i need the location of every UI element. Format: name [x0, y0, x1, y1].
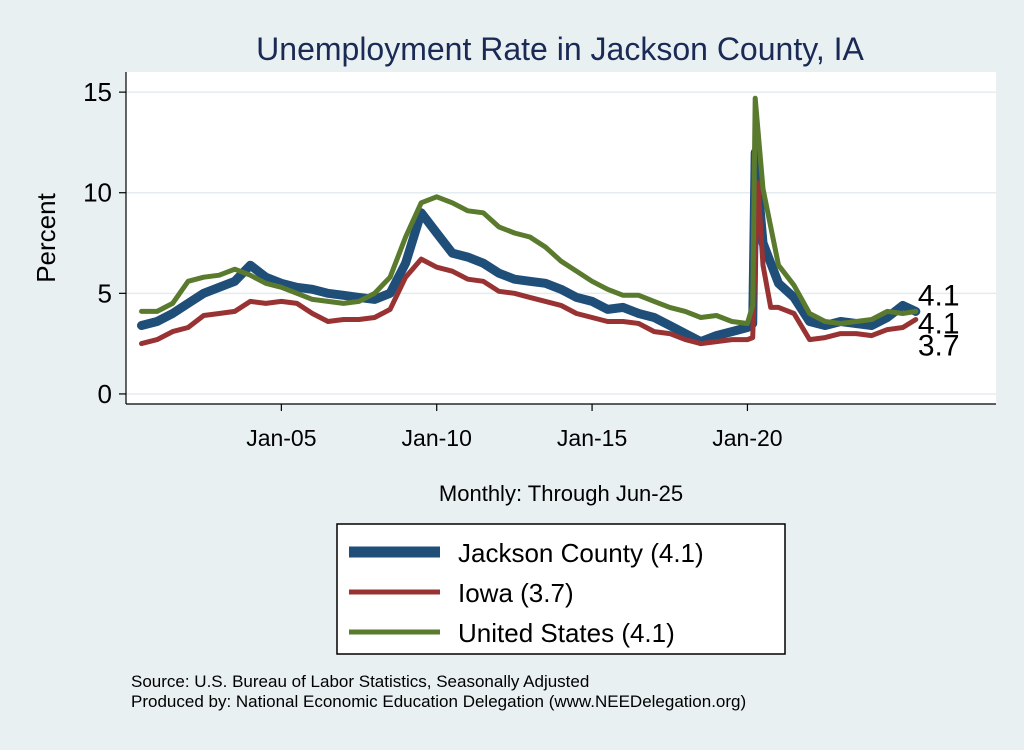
end-label-layer: 4.14.13.7: [918, 279, 960, 362]
legend-label: Iowa (3.7): [458, 578, 574, 608]
series-line: [139, 95, 919, 326]
x-tick-label: Jan-05: [246, 425, 316, 451]
plot-area: [126, 72, 996, 404]
y-tick-label: 5: [98, 278, 112, 308]
series-line: [137, 148, 921, 347]
legend-layer: Jackson County (4.1) Iowa (3.7) United Sta…: [349, 538, 704, 648]
x-axis-label: Monthly: Through Jun-25: [439, 481, 683, 506]
x-tick-label: Jan-15: [557, 425, 627, 451]
grid-layer: [126, 91, 996, 395]
series-end-label: 3.7: [918, 329, 960, 362]
chart-title: Unemployment Rate in Jackson County, IA: [256, 31, 864, 67]
series-line: [139, 180, 919, 347]
legend-label: Jackson County (4.1): [458, 538, 704, 568]
x-tick-label: Jan-10: [402, 425, 472, 451]
producer-note: Produced by: National Economic Education…: [131, 692, 747, 711]
y-tick-label: 10: [83, 178, 112, 208]
x-tick-label: Jan-20: [712, 425, 782, 451]
y-tick-label: 0: [98, 379, 112, 409]
source-note: Source: U.S. Bureau of Labor Statistics,…: [131, 672, 590, 691]
axis-layer: 0 5 10 15 Jan-05 Jan-10 Jan-15 Jan-20: [83, 72, 996, 451]
legend-label: United States (4.1): [458, 618, 675, 648]
series-end-label: 4.1: [918, 307, 960, 340]
series-layer: [137, 95, 921, 347]
y-tick-label: 15: [83, 77, 112, 107]
series-end-label: 4.1: [918, 279, 960, 312]
y-axis-label: Percent: [31, 192, 61, 282]
